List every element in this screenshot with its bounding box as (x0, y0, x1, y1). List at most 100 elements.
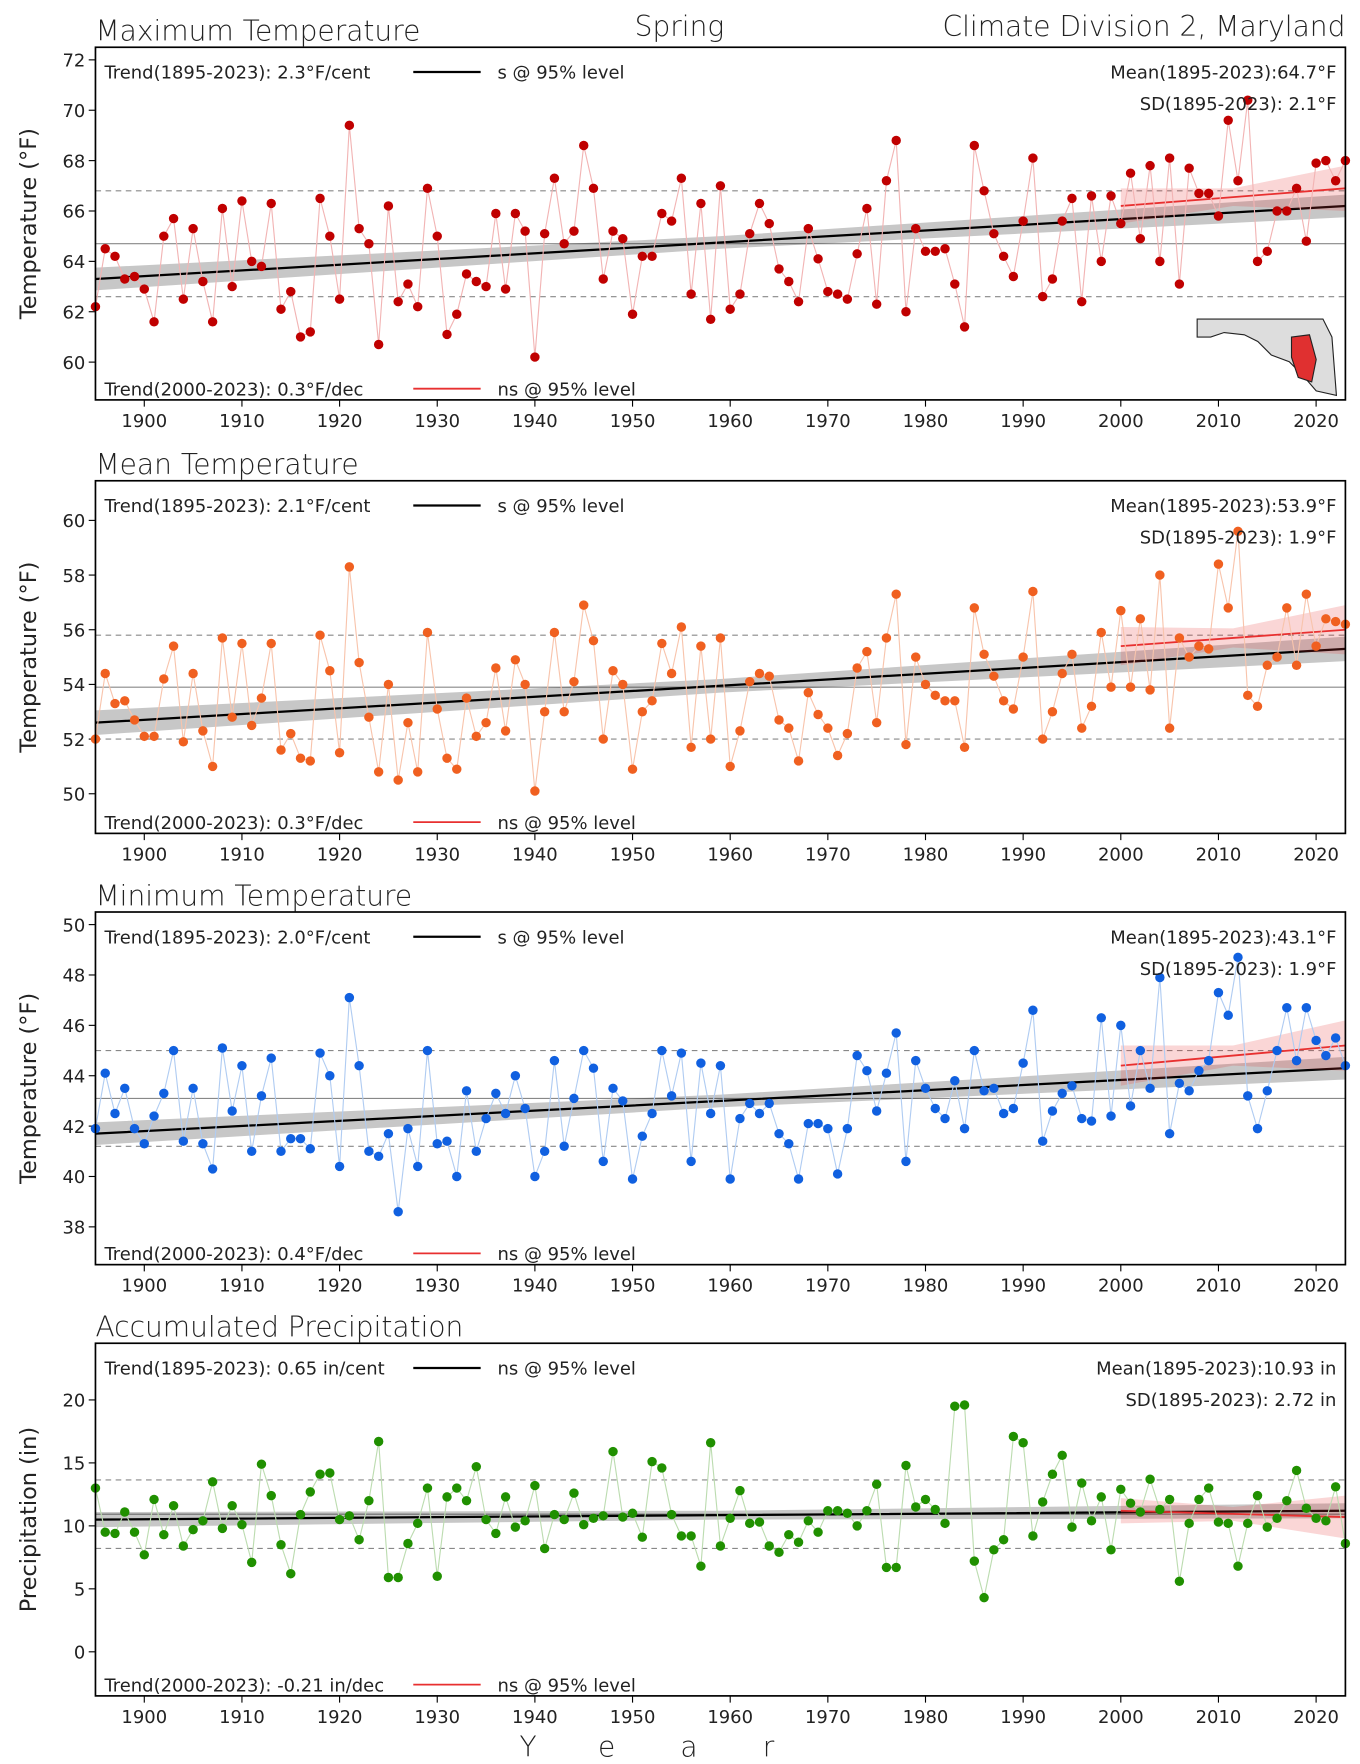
x-tick-label: 2000 (1098, 1276, 1144, 1297)
data-point (598, 1511, 608, 1521)
data-point (647, 696, 657, 706)
data-point (110, 698, 120, 709)
data-point (139, 1550, 150, 1560)
data-point (627, 1508, 638, 1518)
data-point (911, 652, 921, 662)
data-point (373, 1151, 384, 1162)
data-point (422, 1045, 433, 1056)
data-point (647, 1456, 657, 1467)
data-point (862, 646, 872, 657)
data-point (559, 239, 569, 249)
x-tick-label: 1950 (610, 1276, 656, 1297)
data-point (1164, 1494, 1175, 1505)
y-tick-label: 64 (62, 252, 85, 273)
panel-title: Maximum Temperature (95, 15, 420, 48)
data-point (784, 1139, 794, 1149)
data-point (618, 1512, 628, 1522)
data-point (500, 1492, 511, 1502)
data-point (1174, 279, 1185, 289)
data-point (305, 327, 316, 337)
data-point (530, 786, 540, 796)
data-point (979, 1592, 989, 1603)
x-tick-label: 1940 (512, 1707, 558, 1728)
data-point (1067, 1081, 1077, 1091)
data-point (901, 1156, 911, 1167)
mean-label: Mean(1895-2023):64.7°F (1110, 63, 1336, 84)
data-point (745, 676, 755, 687)
data-point (1077, 1478, 1087, 1488)
x-tick-label: 2020 (1293, 1707, 1339, 1728)
data-point (842, 728, 853, 739)
data-point (452, 1171, 462, 1182)
data-point (266, 1490, 276, 1501)
data-point (823, 286, 833, 297)
data-point (168, 1501, 179, 1511)
data-point (393, 1572, 403, 1583)
plot-frame (94, 46, 1347, 401)
data-point (1047, 707, 1058, 717)
data-point (735, 726, 745, 736)
data-point (1145, 1474, 1155, 1484)
data-point (930, 690, 940, 701)
data-point (286, 286, 296, 297)
data-point (383, 1572, 394, 1583)
data-point (950, 279, 960, 289)
data-point (1252, 701, 1263, 711)
data-point (832, 750, 843, 761)
data-point (998, 1535, 1009, 1545)
data-point (598, 274, 608, 284)
data-point (256, 693, 267, 703)
data-point (159, 231, 169, 241)
data-point (1194, 1494, 1204, 1505)
data-point (588, 1513, 599, 1524)
data-point (998, 696, 1009, 706)
significance-label: ns @ 95% level (498, 1359, 636, 1380)
data-point (676, 1048, 687, 1058)
data-point (286, 1133, 296, 1144)
data-point (422, 1483, 433, 1493)
data-point (715, 633, 726, 643)
significance-label: ns @ 95% level (498, 1244, 636, 1265)
data-point (1252, 1490, 1263, 1501)
data-point (569, 226, 579, 236)
trend-line (1120, 628, 1346, 648)
data-point (1272, 1513, 1282, 1524)
data-point (969, 1045, 980, 1056)
x-tick-label: 1900 (121, 1276, 167, 1297)
data-point (481, 1113, 491, 1124)
data-point (784, 723, 794, 733)
data-point (1155, 972, 1165, 983)
data-point (891, 1028, 901, 1038)
data-point (618, 679, 628, 690)
x-tick-label: 1940 (512, 1276, 558, 1297)
data-point (920, 679, 931, 690)
data-point (1164, 1128, 1175, 1139)
data-point (608, 226, 618, 236)
mean-label: Mean(1895-2023):10.93 in (1096, 1359, 1336, 1380)
data-point (178, 737, 189, 747)
data-point (1135, 614, 1146, 624)
data-point (725, 1513, 735, 1524)
data-point (1213, 211, 1224, 221)
significance-label: s @ 95% level (498, 496, 625, 517)
data-point (373, 339, 384, 350)
data-point (745, 1098, 755, 1109)
data-point (276, 304, 286, 314)
data-point (325, 1071, 335, 1081)
data-point (1086, 701, 1097, 711)
data-point (696, 1058, 706, 1068)
x-tick-label: 1930 (414, 1707, 460, 1728)
data-point (1125, 1498, 1136, 1508)
data-point (1096, 1013, 1106, 1023)
data-point (207, 1164, 218, 1174)
data-point (930, 246, 940, 257)
data-point (510, 208, 521, 219)
data-point (364, 712, 374, 722)
y-tick-label: 52 (62, 730, 85, 751)
data-point (559, 1141, 569, 1151)
trend-label: Trend(2000-2023): 0.4°F/dec (103, 1244, 363, 1265)
data-point (1223, 115, 1233, 126)
y-tick-label: 44 (62, 1066, 85, 1087)
trend-label: Trend(1895-2023): 2.3°F/cent (103, 63, 370, 84)
data-point (842, 1508, 853, 1518)
